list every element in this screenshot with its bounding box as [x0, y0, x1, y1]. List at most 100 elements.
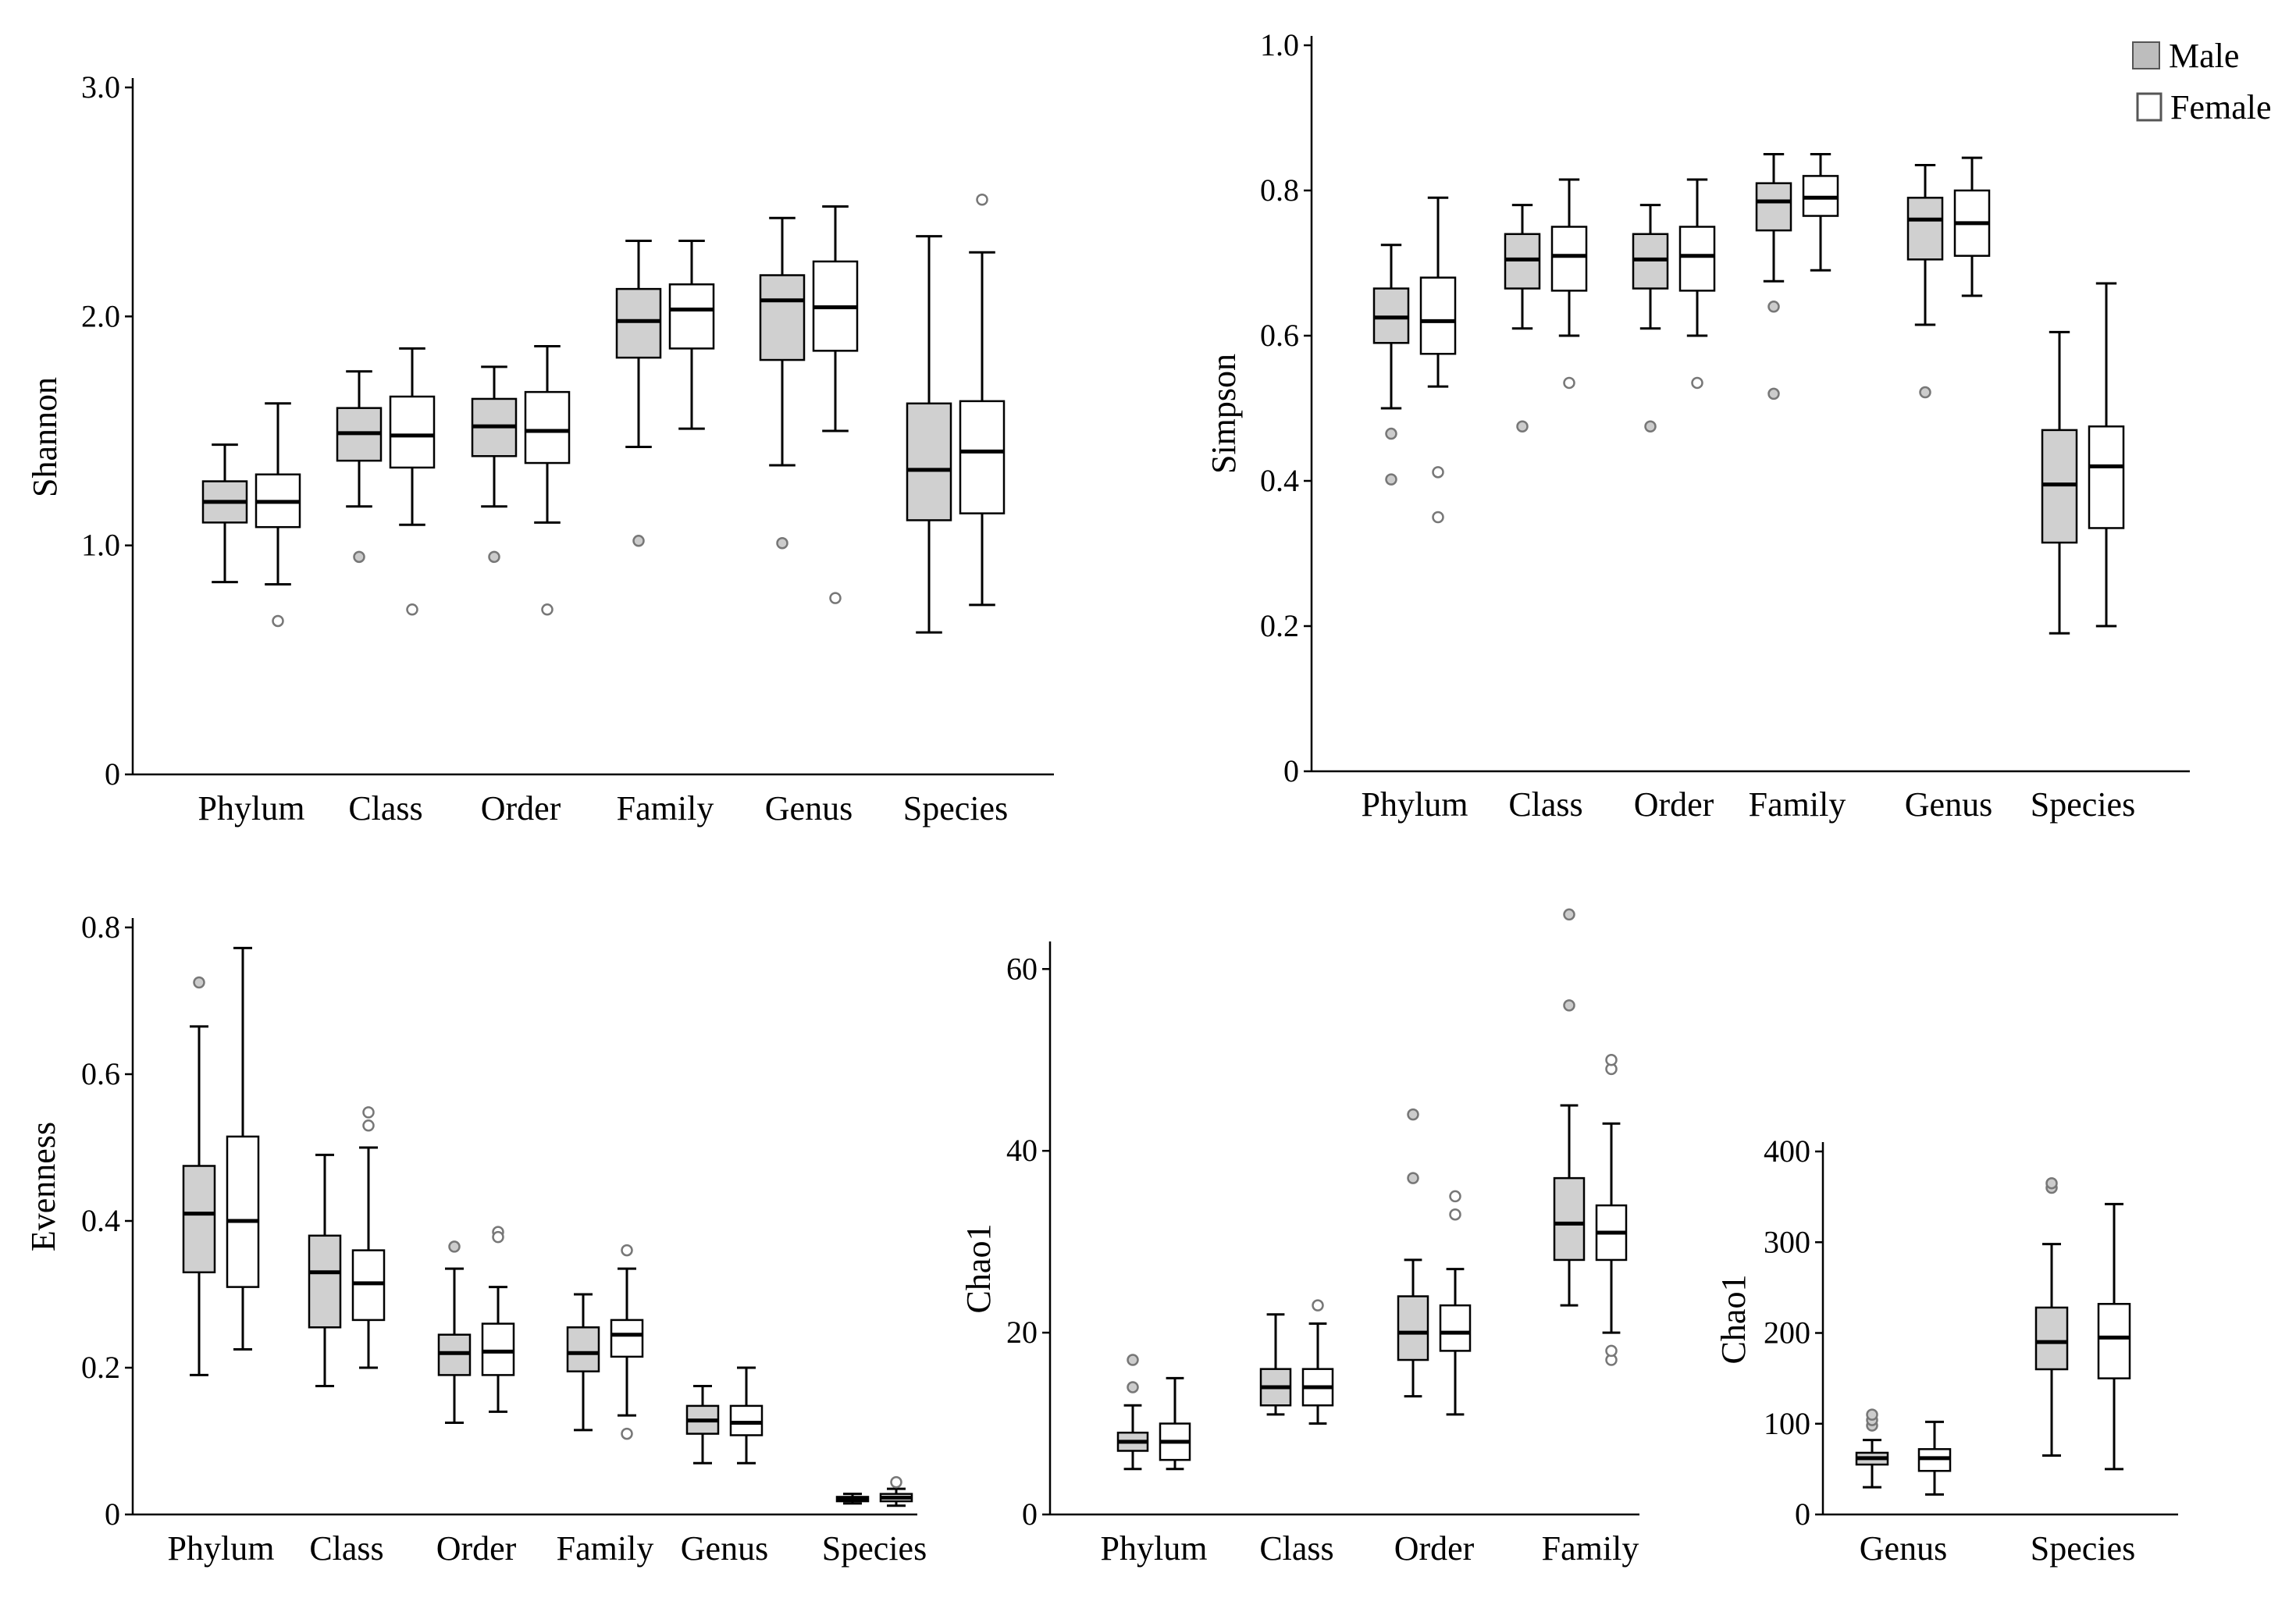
- legend-label-female: Female: [2170, 88, 2272, 126]
- box-male-phylum: [1116, 1354, 1149, 1471]
- outlier-point: [632, 535, 645, 547]
- panel-evenness: Evenness 0 0.2 0.4 0.6 0.8 Phylum Class Order Fa…: [24, 909, 927, 1568]
- outlier-point: [1605, 1053, 1618, 1066]
- y-tick-label: 40: [1006, 1133, 1038, 1168]
- outlier-point: [776, 536, 788, 550]
- box-iqr: [959, 400, 1006, 514]
- outlier-point: [1432, 511, 1444, 524]
- box-female-genus: [729, 1366, 764, 1465]
- outlier-point: [362, 1106, 375, 1119]
- box-male-class: [1504, 204, 1541, 432]
- outlier-point: [1767, 301, 1780, 313]
- y-axis-label: Evenness: [24, 1122, 62, 1251]
- box-male-family: [1553, 908, 1586, 1307]
- box-male-genus: [759, 216, 806, 550]
- box-male-family: [566, 1293, 600, 1432]
- y-tick-label: 0: [105, 1497, 120, 1532]
- box-iqr: [481, 1322, 515, 1376]
- outlier-point: [1385, 473, 1397, 486]
- box-iqr: [1419, 276, 1457, 355]
- y-tick-label: 0.4: [81, 1203, 120, 1238]
- box-male-species: [906, 235, 952, 634]
- outlier-point: [1407, 1108, 1419, 1121]
- y-tick-label: 0.4: [1260, 463, 1299, 498]
- y-tick-label: 100: [1764, 1406, 1810, 1441]
- axes: 0 1.0 2.0 3.0 Phylum Class Order Family Genus Spe…: [81, 69, 1054, 827]
- y-tick-label: 0: [105, 756, 120, 792]
- box-female-order: [524, 344, 571, 616]
- y-tick-label: 0.8: [81, 909, 120, 945]
- outlier-point: [1563, 999, 1575, 1012]
- panel-chao1-genus-species: Chao1 0 100 200 300 400 Genus Species: [1714, 1134, 2178, 1568]
- boxes: [201, 193, 1006, 634]
- y-axis-label: Chao1: [959, 1224, 998, 1314]
- x-category-label: Phylum: [198, 789, 305, 827]
- y-tick-label: 1.0: [81, 528, 120, 563]
- y-tick-label: 20: [1006, 1315, 1038, 1350]
- box-female-family: [610, 1244, 644, 1440]
- box-female-family: [1802, 153, 1839, 272]
- x-category-label: Order: [1634, 785, 1714, 824]
- legend-swatch-male: [2132, 41, 2160, 69]
- panel-chao1-taxa: Chao1 0 20 40 60 Phylum Class Order Family: [959, 908, 1639, 1568]
- y-axis-label: Simpson: [1205, 354, 1243, 474]
- outlier-point: [353, 550, 365, 564]
- outlier-point: [1127, 1381, 1139, 1393]
- box-iqr: [1678, 226, 1716, 292]
- box-male-order: [1397, 1108, 1429, 1398]
- outlier-point: [890, 1475, 902, 1489]
- x-category-label: Genus: [1860, 1529, 1947, 1568]
- y-tick-label: 60: [1006, 951, 1038, 986]
- x-category-label: Genus: [1905, 785, 1992, 824]
- x-category-label: Species: [2031, 1529, 2135, 1568]
- box-male-species: [2034, 1176, 2069, 1457]
- x-category-label: Phylum: [168, 1529, 275, 1568]
- y-tick-label: 2.0: [81, 298, 120, 333]
- x-category-label: Order: [436, 1529, 517, 1568]
- outlier-point: [272, 614, 284, 628]
- x-category-label: Genus: [681, 1529, 768, 1568]
- box-female-phylum: [1159, 1376, 1191, 1471]
- outlier-point: [1919, 386, 1931, 399]
- outlier-point: [1866, 1408, 1878, 1421]
- box-female-species: [959, 193, 1006, 607]
- y-axis-label: Shannon: [26, 377, 64, 497]
- box-iqr: [524, 390, 571, 464]
- box-female-order: [1678, 178, 1716, 390]
- panel-simpson: Simpson 0 0.2 0.4 0.6 0.8 1.0 Phylum Class Order…: [1205, 27, 2190, 824]
- y-tick-label: 200: [1764, 1315, 1810, 1351]
- box-iqr: [1553, 1176, 1586, 1262]
- box-female-species: [879, 1475, 913, 1507]
- outlier-point: [2045, 1176, 2058, 1190]
- axes: 0 100 200 300 400 Genus Species: [1764, 1134, 2178, 1568]
- outlier-point: [976, 193, 988, 206]
- y-tick-label: 0: [1795, 1497, 1810, 1532]
- outlier-point: [1312, 1299, 1324, 1311]
- outlier-point: [1563, 908, 1575, 921]
- x-category-label: Species: [822, 1529, 927, 1568]
- y-tick-label: 0.6: [1260, 318, 1299, 353]
- x-category-label: Family: [1542, 1529, 1639, 1568]
- box-male-class: [336, 370, 383, 564]
- box-iqr: [729, 1404, 764, 1436]
- box-iqr: [1755, 182, 1792, 232]
- box-male-phylum: [182, 976, 216, 1376]
- box-female-phylum: [255, 402, 301, 628]
- x-category-label: Class: [1259, 1529, 1333, 1568]
- outlier-point: [1127, 1354, 1139, 1366]
- boxes: [182, 946, 913, 1507]
- box-female-order: [481, 1226, 515, 1413]
- box-iqr: [308, 1234, 342, 1329]
- axes: 0 20 40 60 Phylum Class Order Family: [1006, 941, 1639, 1568]
- y-tick-label: 0.2: [1260, 608, 1299, 643]
- box-male-order: [1632, 204, 1669, 432]
- box-male-class: [308, 1153, 342, 1387]
- box-female-phylum: [226, 946, 260, 1351]
- box-iqr: [1906, 197, 1944, 261]
- box-female-class: [351, 1106, 386, 1369]
- y-tick-label: 0.8: [1260, 173, 1299, 208]
- outlier-point: [193, 976, 205, 989]
- outlier-point: [1605, 1344, 1618, 1358]
- boxes: [1372, 153, 2125, 635]
